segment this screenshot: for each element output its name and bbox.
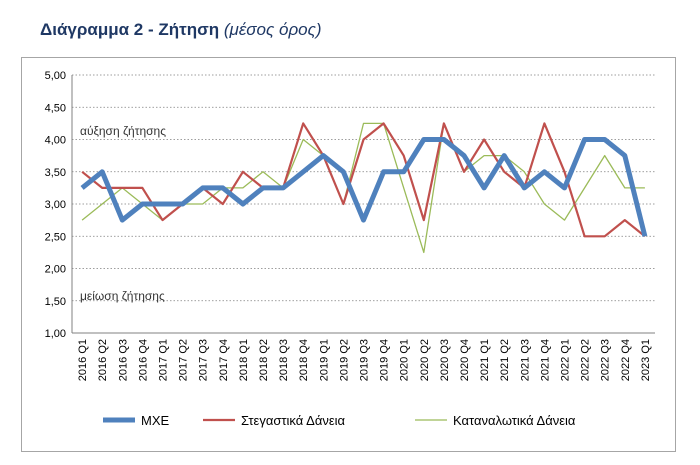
x-tick-label: 2019 Q4 [379, 339, 391, 381]
x-tick-label: 2018 Q4 [298, 339, 310, 381]
series-line-1 [80, 137, 648, 237]
x-tick-label: 2022 Q3 [600, 339, 612, 381]
y-tick-label: 2,50 [45, 231, 66, 243]
legend-label: Στεγαστικά Δάνεια [241, 413, 346, 428]
x-tick-label: 2016 Q4 [137, 339, 149, 381]
chart-title-sub: (μέσος όρος) [223, 20, 322, 39]
axes [71, 75, 655, 334]
legend: ΜΧΕ Στεγαστικά Δάνεια Καταναλωτικά Δάνεια [103, 413, 576, 428]
x-tick-label: 2019 Q3 [359, 339, 371, 381]
x-tick-label: 2018 Q3 [278, 339, 290, 381]
x-tick-label: 2020 Q2 [419, 339, 431, 381]
annotation-decrease: μείωση ζήτησης [80, 289, 165, 303]
x-tick-label: 2023 Q1 [640, 339, 652, 381]
x-tick-label: 2019 Q1 [318, 339, 330, 381]
x-tick-label: 2016 Q2 [97, 339, 109, 381]
y-tick-label: 2,00 [45, 264, 66, 276]
chart-title: Διάγραμμα 2 - Ζήτηση (μέσος όρος) [40, 20, 322, 40]
legend-label: Καταναλωτικά Δάνεια [453, 413, 576, 428]
x-tick-label: 2017 Q3 [198, 339, 210, 381]
series-line-2 [81, 122, 646, 238]
x-tick-label: 2021 Q3 [519, 339, 531, 381]
x-tick-labels: 2016 Q1 2016 Q2 2016 Q3 2016 Q4 2017 Q1 2017 … [77, 339, 652, 381]
y-tick-label: 3,50 [45, 167, 66, 179]
gridlines [72, 74, 655, 302]
y-tick-label: 4,00 [45, 135, 66, 147]
y-tick-label: 5,00 [45, 70, 66, 82]
x-tick-label: 2018 Q1 [238, 339, 250, 381]
y-tick-label: 3,00 [45, 199, 66, 211]
y-tick-label: 4,50 [45, 102, 66, 114]
series-lines [80, 122, 648, 254]
x-tick-label: 2022 Q1 [560, 339, 572, 381]
x-tick-label: 2017 Q2 [178, 339, 190, 381]
x-tick-label: 2016 Q3 [117, 339, 129, 381]
x-tick-label: 2021 Q2 [499, 339, 511, 381]
annotation-increase: αύξηση ζήτησης [80, 124, 166, 138]
x-tick-label: 2020 Q4 [459, 339, 471, 381]
y-tick-label: 1,50 [45, 296, 66, 308]
x-tick-label: 2020 Q1 [399, 339, 411, 381]
chart-frame [21, 57, 676, 452]
x-tick-label: 2016 Q1 [77, 339, 89, 381]
x-tick-label: 2021 Q4 [539, 339, 551, 381]
y-tick-labels: 1,00 1,50 2,00 2,50 3,00 3,50 4,00 4,50 5,00 [45, 70, 66, 340]
x-tick-label: 2022 Q2 [580, 339, 592, 381]
x-tick-label: 2020 Q3 [439, 339, 451, 381]
legend-label: ΜΧΕ [141, 413, 170, 428]
y-tick-label: 1,00 [45, 328, 66, 340]
x-tick-label: 2019 Q2 [338, 339, 350, 381]
x-tick-label: 2022 Q4 [620, 339, 632, 381]
x-tick-label: 2018 Q2 [258, 339, 270, 381]
x-tick-label: 2017 Q1 [157, 339, 169, 381]
x-tick-label: 2021 Q1 [479, 339, 491, 381]
x-tick-label: 2017 Q4 [218, 339, 230, 381]
chart-title-main: Διάγραμμα 2 - Ζήτηση [40, 20, 220, 39]
